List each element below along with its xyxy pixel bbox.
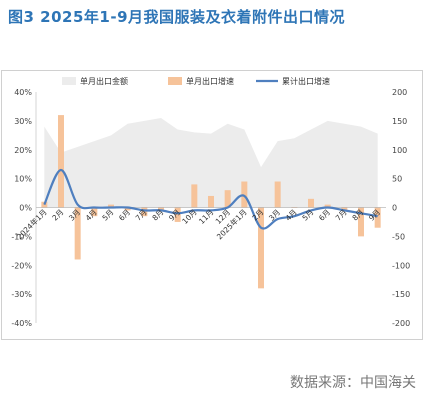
chart-frame [1,70,423,340]
bar-monthly-growth-9 [191,184,198,208]
right-tick-label-7: -150 [392,290,410,299]
bar-monthly-growth-14 [274,181,281,208]
bar-monthly-growth-5 [124,207,131,211]
left-tick-label-6: -20% [11,261,32,270]
left-tick-label-7: -30% [11,290,32,299]
bar-monthly-growth-3 [91,207,98,217]
chart-title: 图3 2025年1-9月我国服装及衣着附件出口情况 [8,8,346,26]
right-tick-label-2: 100 [392,146,407,155]
bar-monthly-growth-19 [358,207,364,237]
legend-label-0: 单月出口金额 [80,76,128,86]
left-tick-label-2: 20% [14,146,32,155]
legend-label-1: 单月出口增速 [186,76,234,86]
bar-monthly-growth-8 [174,207,181,222]
bar-monthly-growth-12 [241,181,248,208]
bar-monthly-growth-17 [324,204,331,208]
bar-monthly-growth-10 [208,195,214,208]
category-label-4: 5月 [100,208,115,223]
right-tick-label-8: -200 [392,319,410,328]
right-tick-label-6: -100 [392,261,410,270]
legend-swatch-0 [62,77,76,85]
right-tick-label-1: 150 [392,117,407,126]
left-tick-label-3: 10% [14,175,32,184]
left-tick-label-4: 0% [19,204,32,213]
bar-monthly-growth-1 [58,115,64,208]
area-series-monthly-export-value [44,117,378,208]
right-tick-label-4: 0 [392,204,397,213]
left-tick-label-5: -10% [11,232,32,241]
right-tick-label-5: -50 [392,232,405,241]
bar-monthly-growth-6 [141,207,148,217]
bar-monthly-growth-11 [224,190,231,208]
category-label-17: 6月 [317,208,332,223]
bar-monthly-growth-2 [74,207,81,260]
left-tick-label-8: -40% [11,319,32,328]
bar-monthly-growth-18 [341,207,348,211]
bar-monthly-growth-13 [258,207,264,289]
left-tick-label-1: 30% [14,117,32,126]
right-tick-label-3: 50 [392,175,402,184]
category-label-14: 3月 [267,208,282,223]
bar-monthly-growth-7 [158,207,164,211]
category-label-15: 4月 [284,208,299,223]
legend-swatch-1 [168,77,182,85]
bar-monthly-growth-20 [374,207,381,228]
legend-label-2: 累计出口增速 [282,76,330,86]
left-tick-label-0: 40% [14,88,32,97]
combo-chart: 40% 30% 20% 10% 0% -10% -20% -30% -40% 200 150 100 5… [11,76,410,328]
right-tick-label-0: 200 [392,88,407,97]
data-source: 数据来源：中国海关 [290,375,416,391]
bar-monthly-growth-4 [108,204,114,208]
bar-monthly-growth-16 [308,198,314,208]
line-cumulative-growth [43,168,378,230]
category-label-1: 2月 [50,208,65,223]
